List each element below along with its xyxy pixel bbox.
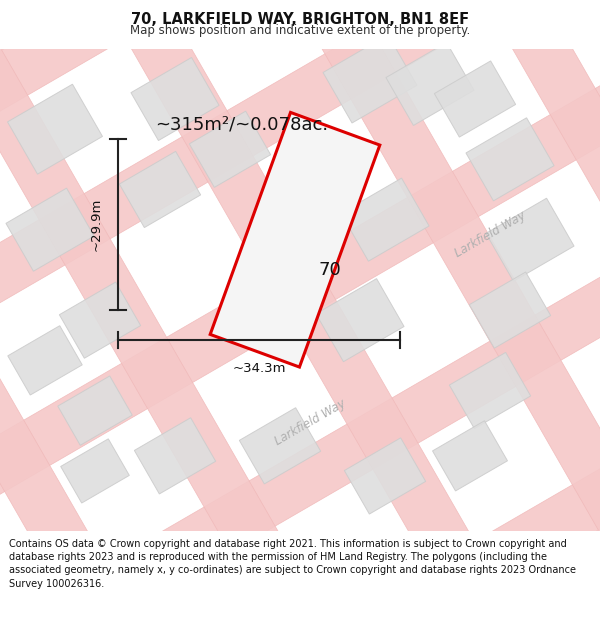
Polygon shape (0, 0, 455, 108)
Polygon shape (344, 438, 425, 514)
Polygon shape (8, 326, 82, 395)
Polygon shape (469, 272, 551, 348)
Polygon shape (0, 0, 600, 395)
Polygon shape (145, 472, 600, 625)
Polygon shape (338, 0, 600, 529)
Polygon shape (58, 376, 132, 445)
Polygon shape (0, 134, 119, 625)
Polygon shape (486, 198, 574, 281)
Polygon shape (466, 118, 554, 201)
Polygon shape (0, 51, 262, 625)
Polygon shape (190, 111, 271, 188)
Text: ~34.3m: ~34.3m (232, 362, 286, 375)
Polygon shape (449, 352, 530, 429)
Text: 70: 70 (319, 261, 341, 279)
Polygon shape (6, 188, 94, 271)
Polygon shape (316, 279, 404, 362)
Polygon shape (481, 0, 600, 446)
Polygon shape (52, 0, 548, 625)
Text: Map shows position and indicative extent of the property.: Map shows position and indicative extent… (130, 24, 470, 36)
Polygon shape (323, 35, 417, 123)
Polygon shape (62, 329, 600, 625)
Polygon shape (59, 282, 140, 358)
Polygon shape (131, 58, 219, 141)
Text: ~29.9m: ~29.9m (89, 198, 103, 251)
Polygon shape (434, 61, 515, 137)
Text: ~315m²/~0.078ac.: ~315m²/~0.078ac. (155, 115, 328, 133)
Polygon shape (0, 0, 538, 251)
Text: 70, LARKFIELD WAY, BRIGHTON, BN1 8EF: 70, LARKFIELD WAY, BRIGHTON, BN1 8EF (131, 12, 469, 27)
Polygon shape (0, 41, 600, 539)
Polygon shape (433, 421, 508, 491)
Polygon shape (0, 185, 600, 625)
Polygon shape (8, 84, 103, 174)
Polygon shape (0, 0, 404, 625)
Polygon shape (196, 0, 600, 612)
Polygon shape (210, 112, 380, 367)
Polygon shape (239, 408, 320, 484)
Text: Larkfield Way: Larkfield Way (452, 209, 528, 260)
Polygon shape (134, 418, 215, 494)
Polygon shape (61, 439, 130, 503)
Polygon shape (386, 42, 474, 126)
Polygon shape (119, 151, 200, 228)
Text: Larkfield Way: Larkfield Way (272, 397, 348, 448)
Text: Contains OS data © Crown copyright and database right 2021. This information is : Contains OS data © Crown copyright and d… (9, 539, 576, 589)
Polygon shape (341, 178, 429, 261)
